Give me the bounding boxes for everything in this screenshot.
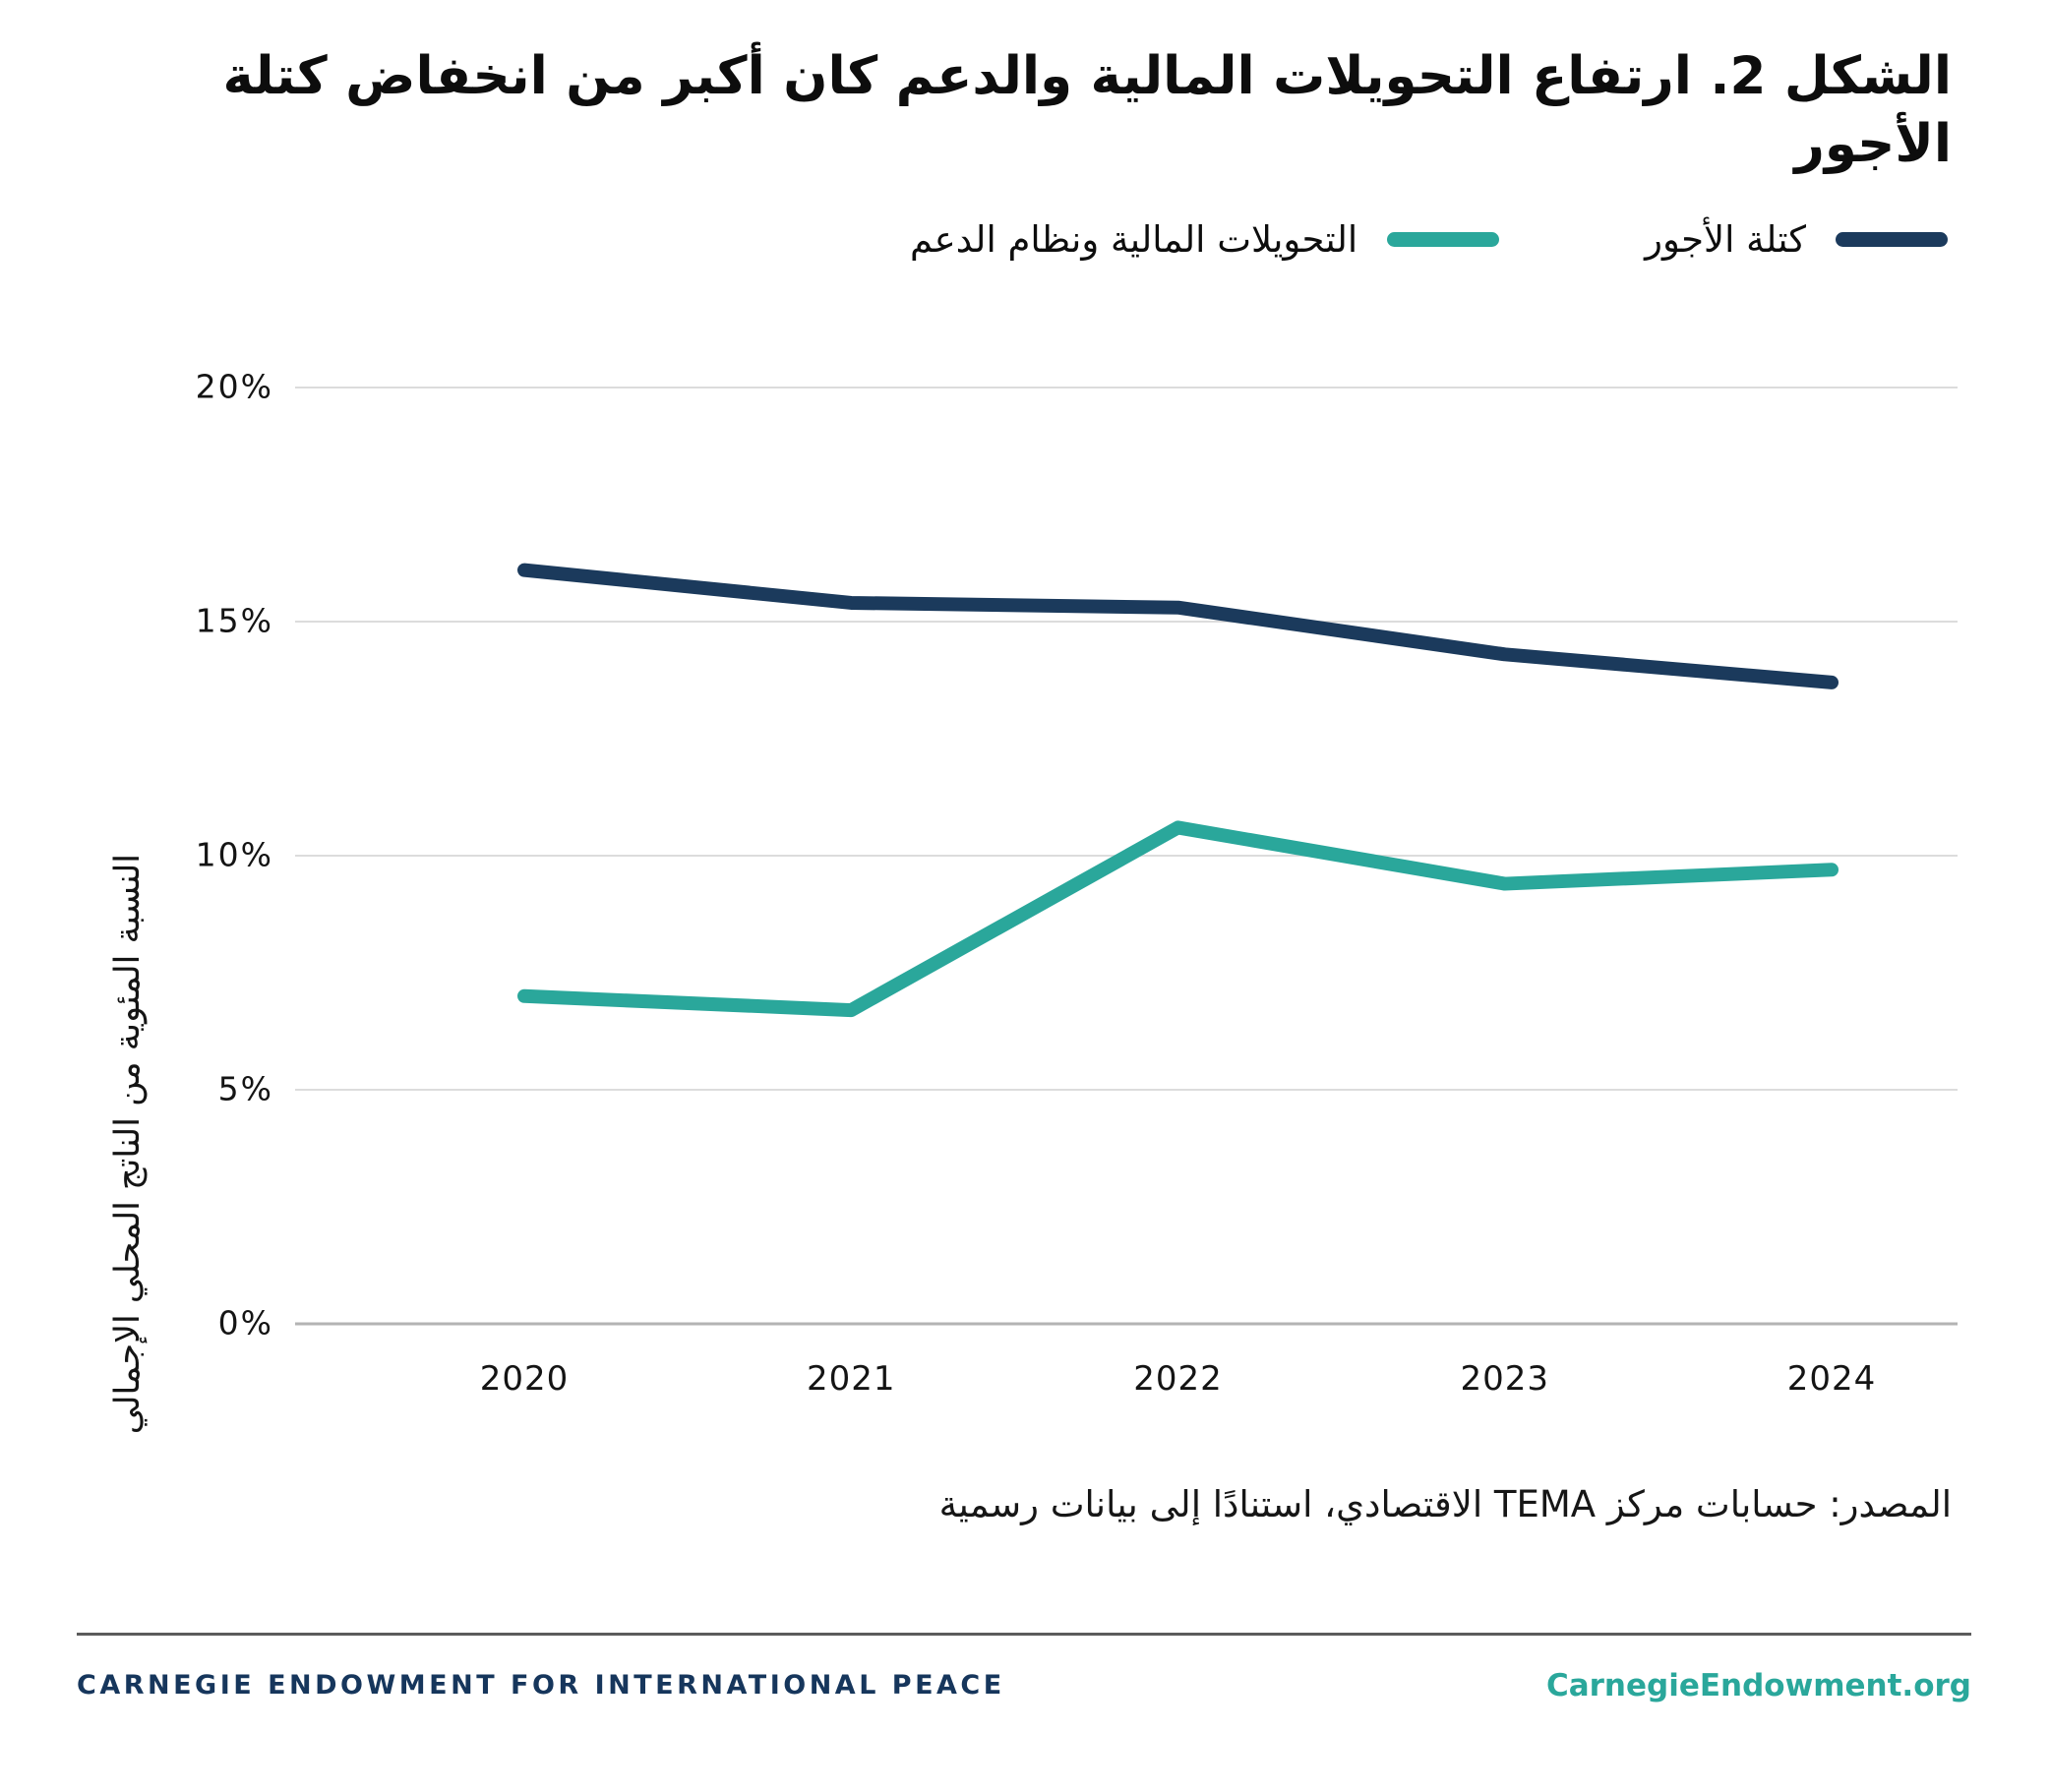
x-tick-label: 2024 xyxy=(1786,1359,1877,1399)
footer-divider xyxy=(77,1633,1971,1636)
series-line xyxy=(517,820,1839,1018)
legend-swatch-wage-bill xyxy=(1836,232,1948,247)
legend-label-transfers-subsidies: التحويلات المالية ونظام الدعم xyxy=(910,218,1358,261)
x-tick-label: 2021 xyxy=(806,1359,896,1399)
y-tick-label: 0% xyxy=(217,1303,273,1343)
source-note: المصدر: حسابات مركز TEMA الاقتصادي، استن… xyxy=(938,1483,1952,1525)
x-tick-label: 2022 xyxy=(1133,1359,1223,1399)
legend-label-wage-bill: كتلة الأجور xyxy=(1645,218,1806,261)
chart-legend: كتلة الأجور التحويلات المالية ونظام الدع… xyxy=(910,218,1948,261)
y-tick-label: 10% xyxy=(195,835,273,874)
series-line xyxy=(517,563,1839,689)
legend-item-wage-bill: كتلة الأجور xyxy=(1645,218,1948,261)
y-tick-label: 5% xyxy=(217,1069,273,1108)
x-tick-label: 2023 xyxy=(1460,1359,1550,1399)
y-tick-label: 20% xyxy=(195,367,273,406)
footer-website-link[interactable]: CarnegieEndowment.org xyxy=(1545,1668,1971,1703)
y-tick-label: 15% xyxy=(195,601,273,640)
figure-title: الشكل 2. ارتفاع التحويلات المالية والدعم… xyxy=(222,46,1952,174)
legend-swatch-transfers-subsidies xyxy=(1387,232,1500,247)
legend-item-transfers-subsidies: التحويلات المالية ونظام الدعم xyxy=(910,218,1500,261)
footer-org-name: CARNEGIE ENDOWMENT FOR INTERNATIONAL PEA… xyxy=(77,1670,1005,1701)
x-tick-label: 2020 xyxy=(479,1359,570,1399)
